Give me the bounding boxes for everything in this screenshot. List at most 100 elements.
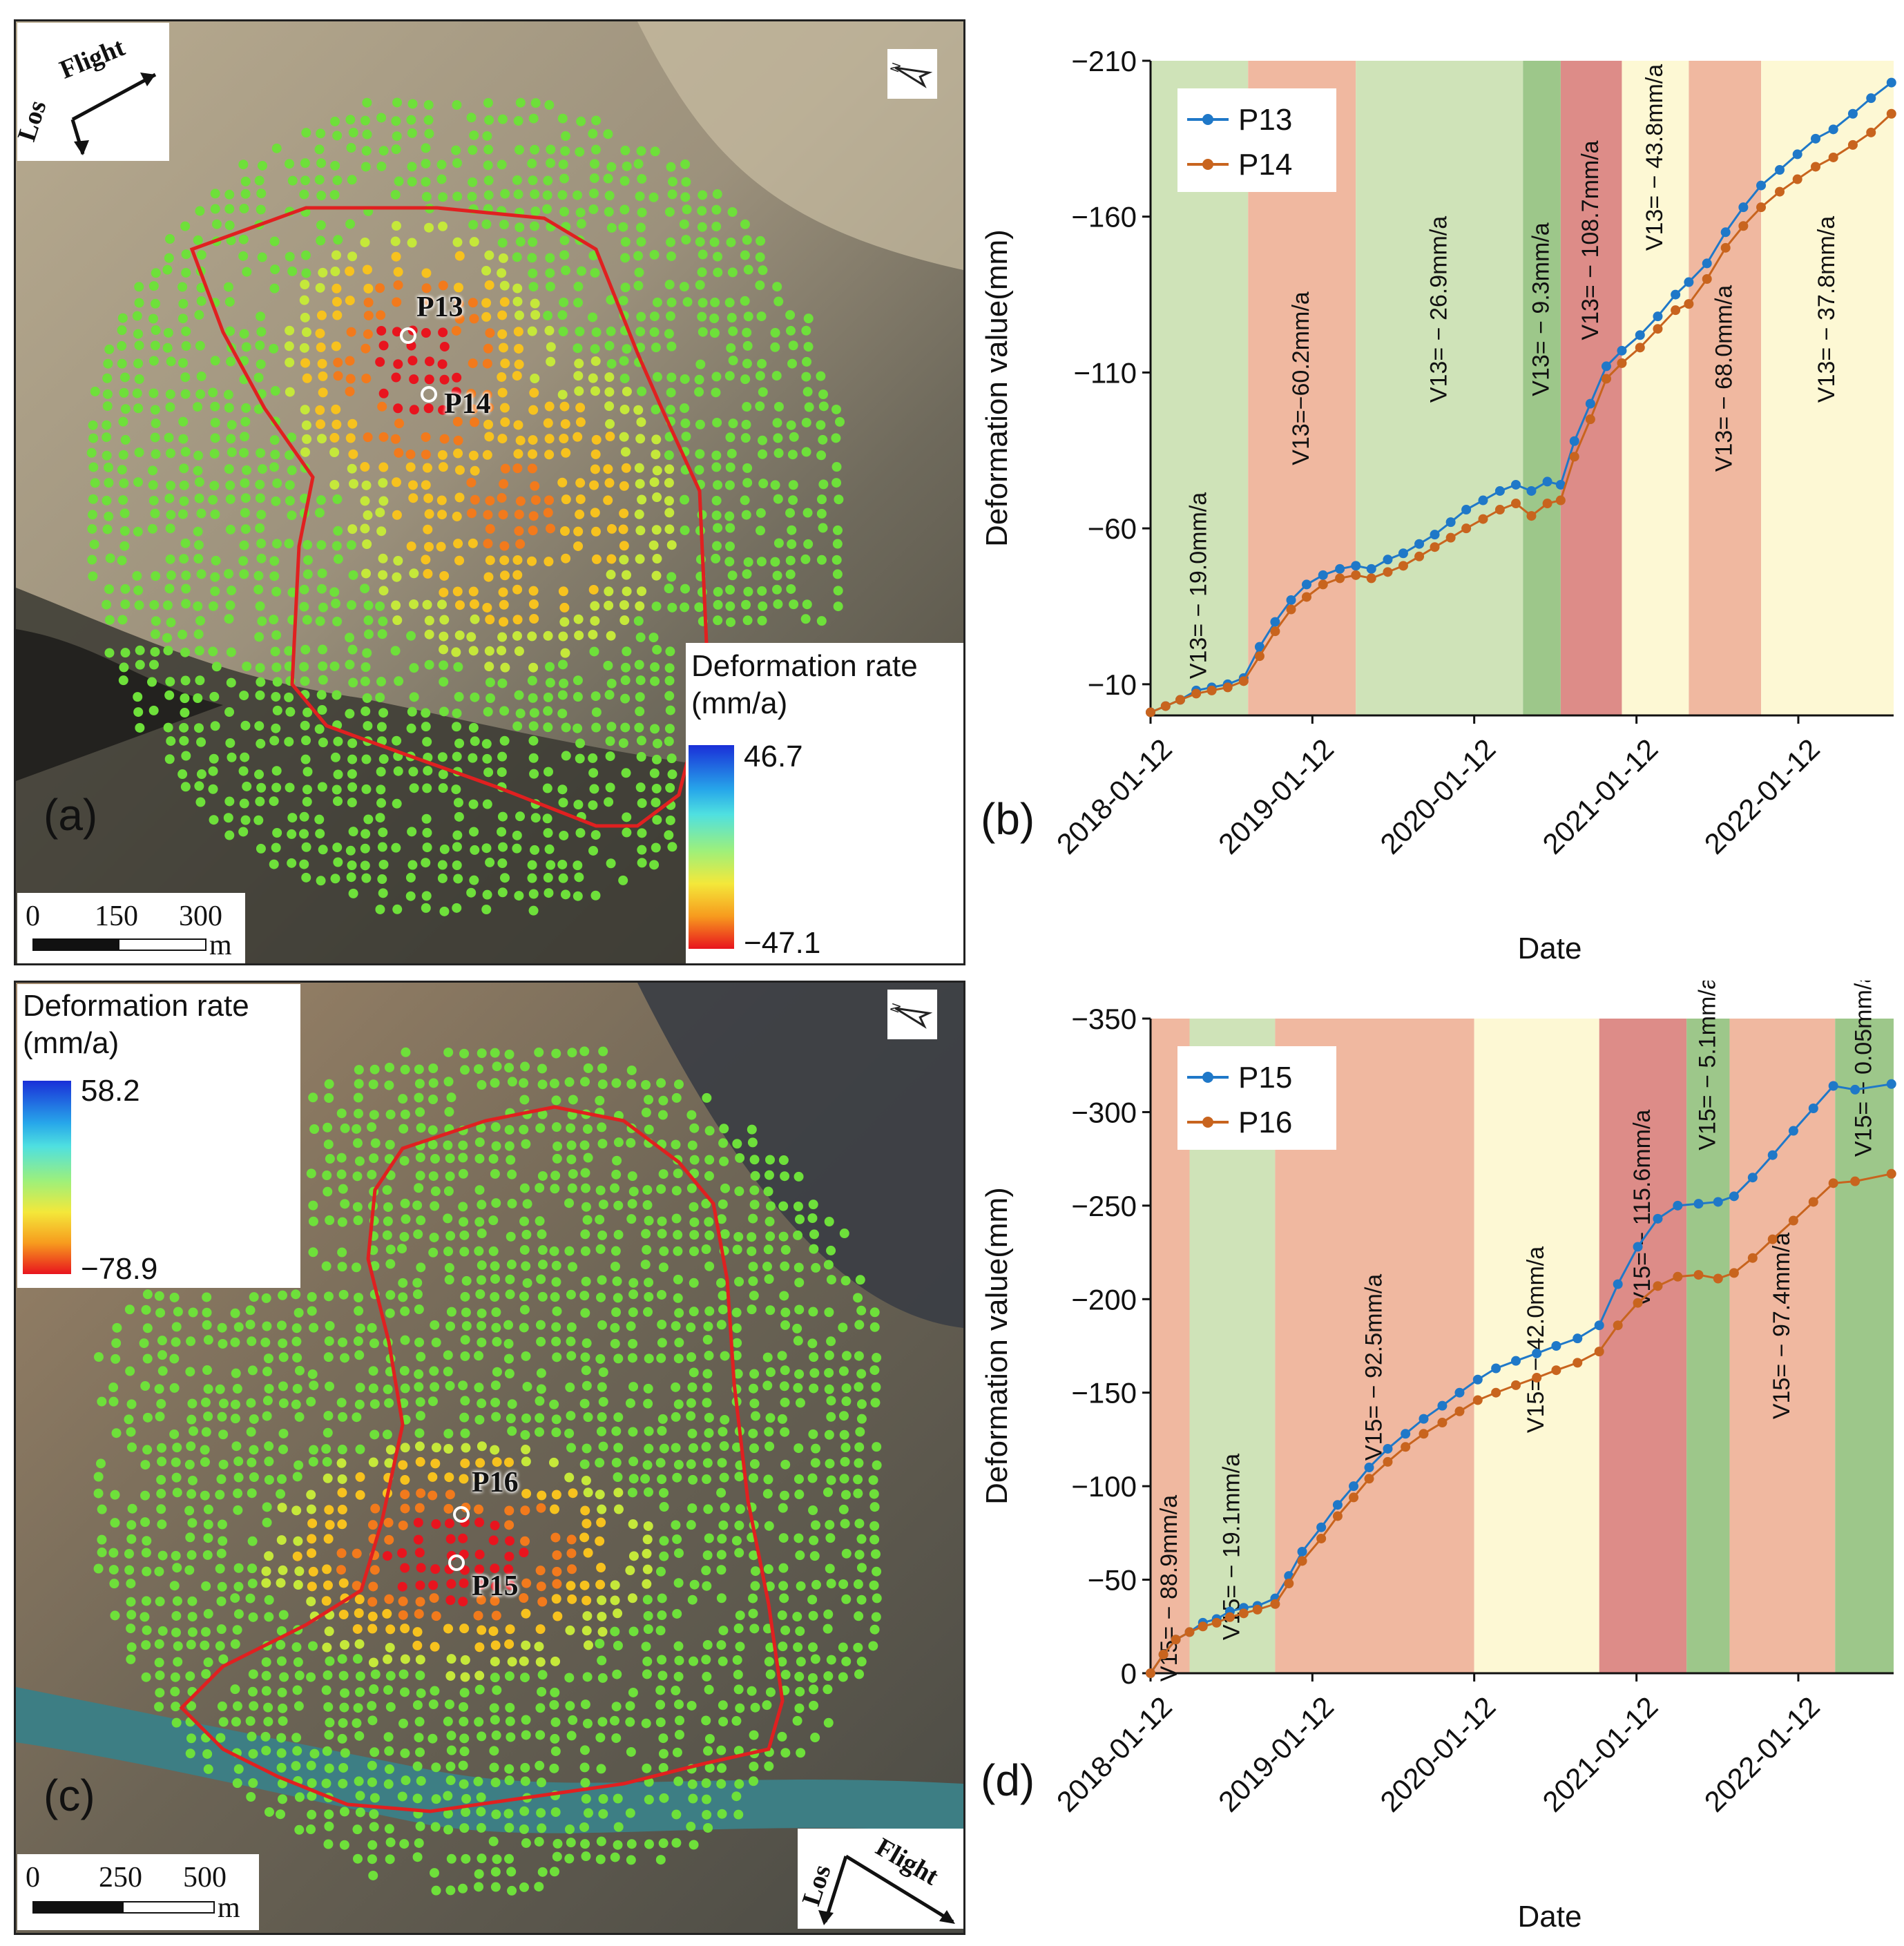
chart-d-point-P15-33	[1713, 1197, 1723, 1207]
chart-b-point-P14-33	[1671, 305, 1681, 316]
chart-b-point-P13-15	[1383, 555, 1393, 565]
chart-d-point-P15-37	[1788, 1126, 1798, 1136]
chart-b-point-P13-37	[1738, 202, 1749, 213]
chart-d-point-P15-35	[1747, 1173, 1758, 1183]
scale-bar-a: 0 150 300 m	[17, 893, 245, 963]
chart-b-point-P14-27	[1569, 452, 1579, 462]
chart-d-point-P15-26	[1573, 1333, 1583, 1344]
chart-d-point-P16-37	[1788, 1215, 1798, 1226]
chart-d-band-4	[1599, 1019, 1687, 1673]
chart-d-point-P16-32	[1693, 1270, 1704, 1280]
chart-b-band-3	[1523, 61, 1561, 715]
chart-b-point-P14-1	[1160, 701, 1171, 711]
chart-b-x-tick-label-1: 2019-01-12	[1212, 733, 1340, 860]
chart-b-point-P14-34	[1684, 299, 1694, 309]
chart-b-point-P13-25	[1542, 476, 1552, 487]
landslide-boundary-c	[179, 1105, 785, 1813]
chart-d-point-P16-7	[1238, 1608, 1249, 1619]
chart-b-point-P14-31	[1635, 343, 1645, 353]
chart-b-x-axis-label: Date	[1518, 932, 1582, 965]
chart-b-point-P13-28	[1585, 398, 1595, 409]
chart-b-legend-box	[1177, 88, 1336, 192]
legend-c: Deformation rate (mm/a) 58.2 −78.9	[17, 984, 300, 1288]
chart-b-point-P14-0	[1146, 707, 1155, 717]
chart-b-point-P14-43	[1847, 139, 1858, 150]
chart-b-y-tick-label-4: −10	[1088, 668, 1137, 701]
chart-b-point-P14-35	[1702, 274, 1712, 284]
chart-d-point-P16-24	[1532, 1373, 1542, 1383]
chart-d-band-label-6: V15= − 97.4mm/a	[1769, 1233, 1795, 1419]
chart-b-point-P14-25	[1542, 499, 1552, 509]
chart-d-legend-label-P16: P16	[1238, 1106, 1292, 1139]
chart-b-point-P13-24	[1526, 485, 1537, 496]
chart-b-y-tick-label-0: −210	[1071, 45, 1137, 77]
chart-b-point-P13-21	[1478, 495, 1488, 505]
chart-d-band-3	[1474, 1019, 1599, 1673]
chart-d-y-tick-label-7: 0	[1121, 1657, 1137, 1690]
legend-min-c: −78.9	[81, 1252, 158, 1286]
satellite-image-c	[16, 983, 963, 1933]
point-p16-marker	[453, 1506, 470, 1523]
chart-d-y-tick-label-5: −100	[1071, 1470, 1137, 1503]
chart-d-point-P15-18	[1419, 1414, 1429, 1424]
chart-d-point-P16-30	[1653, 1281, 1663, 1291]
chart-b-legend-label-P13: P13	[1238, 103, 1292, 137]
chart-b-point-P13-17	[1414, 539, 1425, 549]
chart-b-point-P13-30	[1617, 345, 1627, 356]
chart-b-x-tick-label-4: 2022-01-12	[1698, 733, 1826, 860]
chart-d-point-P16-19	[1437, 1418, 1448, 1428]
point-label-p15: P15	[472, 1570, 519, 1602]
chart-b-point-P14-15	[1383, 567, 1393, 577]
legend-a: Deformation rate (mm/a) 46.7 −47.1	[686, 643, 963, 963]
chart-d-point-P16-35	[1747, 1253, 1758, 1263]
chart-b-point-P14-30	[1617, 358, 1627, 368]
chart-d-band-label-0: V15= − 88.9mm/a	[1156, 1495, 1182, 1682]
legend-min-a: −47.1	[744, 926, 821, 960]
legend-max-a: 46.7	[744, 740, 803, 773]
chart-b-point-P13-23	[1511, 479, 1521, 490]
chart-b-point-P13-40	[1792, 149, 1802, 160]
chart-d-point-P15-34	[1729, 1191, 1739, 1202]
chart-d-point-P16-20	[1454, 1406, 1465, 1416]
chart-d-point-P15-38	[1808, 1104, 1818, 1114]
deformation-points-c	[93, 1046, 882, 1896]
chart-d-point-P16-12	[1316, 1533, 1327, 1543]
chart-b-band-6	[1689, 61, 1762, 715]
chart-d-point-P16-36	[1767, 1234, 1778, 1244]
chart-d-y-tick-label-3: −200	[1071, 1283, 1137, 1316]
chart-d-point-P16-38	[1808, 1197, 1818, 1207]
chart-b-point-P14-7	[1254, 651, 1264, 662]
chart-d-band-label-5: V15= − 5.1mm/a	[1694, 981, 1720, 1150]
chart-b-x-tick-label-0: 2018-01-12	[1050, 733, 1178, 860]
chart-d-y-tick-label-2: −250	[1071, 1190, 1137, 1222]
chart-d-point-P16-0	[1146, 1668, 1155, 1678]
legend-unit-c: (mm/a)	[23, 1026, 119, 1060]
chart-d-point-P15-28	[1613, 1279, 1623, 1289]
chart-b-point-P14-9	[1286, 604, 1296, 615]
chart-d-legend-label-P15: P15	[1238, 1061, 1292, 1095]
chart-b-point-P14-24	[1526, 511, 1537, 521]
chart-d-y-tick-label-6: −50	[1088, 1564, 1137, 1597]
chart-b-band-label-6: V13= − 68.0mm/a	[1711, 285, 1738, 472]
chart-d-band-label-3: V15= − 42.0mm/a	[1523, 1246, 1549, 1433]
chart-b-point-P14-5	[1222, 682, 1233, 693]
point-p14-marker	[421, 386, 437, 403]
chart-b: V13= − 19.0mm/a V13=−60.2mm/a V13= − 26.9m…	[967, 19, 1904, 979]
chart-b-point-P13-31	[1635, 330, 1645, 340]
chart-d-point-P15-22	[1491, 1363, 1501, 1374]
scale-tick-a-1: 150	[95, 900, 138, 932]
chart-b-point-P14-32	[1653, 324, 1663, 334]
chart-b-y-tick-label-1: −160	[1071, 201, 1137, 233]
chart-b-point-P14-37	[1738, 221, 1749, 231]
chart-b-band-label-0: V13= − 19.0mm/a	[1186, 492, 1212, 679]
scale-tick-a-2: 300	[179, 900, 222, 932]
chart-b-point-P14-39	[1775, 186, 1785, 197]
chart-d-point-P16-4	[1198, 1621, 1208, 1632]
chart-d-point-P15-21	[1472, 1374, 1483, 1385]
chart-d-point-P15-24	[1532, 1348, 1542, 1358]
chart-d-point-P16-13	[1332, 1511, 1343, 1521]
point-p15-marker	[448, 1554, 465, 1571]
chart-b-point-P13-33	[1671, 289, 1681, 300]
chart-b-point-P13-10	[1301, 579, 1311, 590]
